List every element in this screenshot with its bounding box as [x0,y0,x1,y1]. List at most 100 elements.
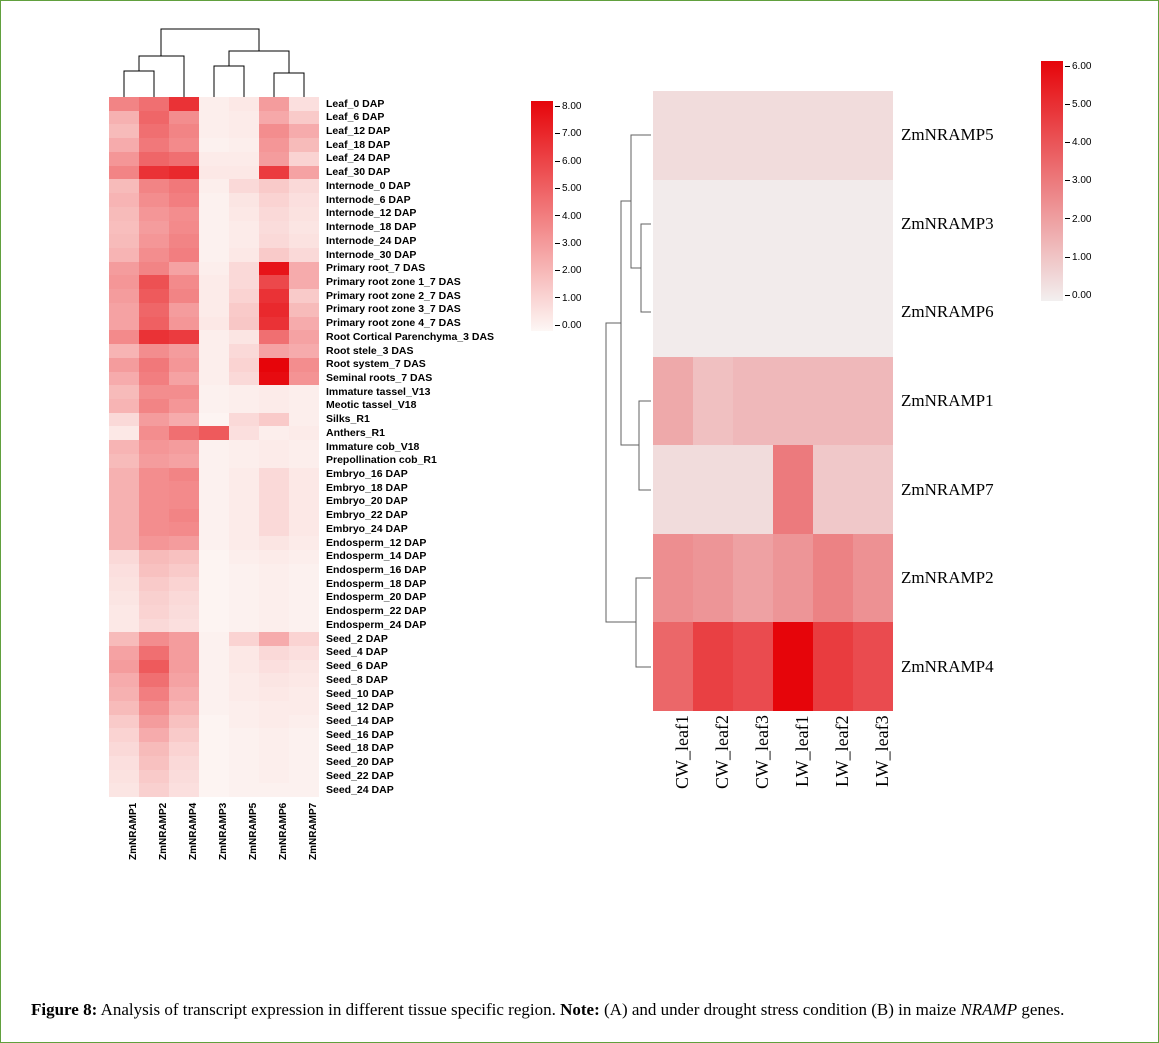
heatmap-cell [199,124,229,138]
heatmap-cell [289,619,319,633]
caption-text-2: (A) and under drought stress condition (… [600,1000,961,1019]
heatmap-cell [289,605,319,619]
heatmap-cell [139,770,169,784]
heatmap-cell [773,268,813,357]
heatmap-cell [199,756,229,770]
heatmap-cell [289,138,319,152]
panel-a: Leaf_0 DAPLeaf_6 DAPLeaf_12 DAPLeaf_18 D… [31,11,551,881]
row-label: Seed_8 DAP [323,673,553,687]
caption-text-3: genes. [1017,1000,1064,1019]
heatmap-cell [229,742,259,756]
heatmap-cell [169,138,199,152]
heatmap-cell [229,509,259,523]
heatmap-cell [259,564,289,578]
heatmap-cell [229,289,259,303]
heatmap-cell [229,646,259,660]
heatmap-cell [229,536,259,550]
heatmap-cell [289,522,319,536]
heatmap-cell [229,770,259,784]
heatmap-cell [289,454,319,468]
heatmap-cell [259,536,289,550]
heatmap-cell [693,622,733,711]
heatmap-cell [289,221,319,235]
heatmap-cell [229,193,259,207]
heatmap-cell [109,193,139,207]
heatmap-cell [109,330,139,344]
heatmap-cell [289,495,319,509]
heatmap-cell [653,534,693,623]
col-label: CW_leaf3 [733,715,773,825]
heatmap-cell [139,673,169,687]
caption-prefix: Figure 8: [31,1000,97,1019]
row-label: Internode_0 DAP [323,179,553,193]
colorbar-tick: 7.00 [555,128,595,139]
row-label: Seed_20 DAP [323,756,553,770]
heatmap-cell [199,248,229,262]
heatmap-cell [773,91,813,180]
heatmap-cell [169,550,199,564]
heatmap-cell [139,605,169,619]
heatmap-cell [229,591,259,605]
row-label: Anthers_R1 [323,426,553,440]
heatmap-cell [259,522,289,536]
heatmap-cell [199,344,229,358]
heatmap-cell [199,111,229,125]
heatmap-cell [139,440,169,454]
panel-b: ZmNRAMP5ZmNRAMP3ZmNRAMP6ZmNRAMP1ZmNRAMP7… [591,61,1141,841]
heatmap-cell [199,207,229,221]
heatmap-cell [259,454,289,468]
heatmap-cell [853,622,893,711]
heatmap-cell [259,179,289,193]
heatmap-cell [109,509,139,523]
heatmap-cell [139,756,169,770]
heatmap-cell [229,454,259,468]
heatmap-cell [259,289,289,303]
heatmap-cell [773,534,813,623]
heatmap-cell [229,97,259,111]
heatmap-cell [169,605,199,619]
heatmap-cell [289,673,319,687]
heatmap-cell [169,701,199,715]
heatmap-cell [733,357,773,446]
heatmap-cell [109,262,139,276]
heatmap-cell [259,399,289,413]
heatmap-cell [289,509,319,523]
heatmap-cell [169,275,199,289]
heatmap-cell [169,632,199,646]
heatmap-cell [109,783,139,797]
row-label: Embryo_22 DAP [323,509,553,523]
row-label: Internode_6 DAP [323,193,553,207]
heatmap-cell [289,481,319,495]
heatmap-cell [109,632,139,646]
heatmap-cell [289,317,319,331]
heatmap-cell [259,372,289,386]
heatmap-cell [289,715,319,729]
heatmap-cell [169,399,199,413]
heatmap-cell [169,646,199,660]
heatmap-cell [289,742,319,756]
heatmap-cell [259,481,289,495]
row-label: Primary root_7 DAS [323,262,553,276]
heatmap-cell [109,124,139,138]
heatmap-cell [109,399,139,413]
heatmap-cell [289,344,319,358]
heatmap-cell [139,207,169,221]
heatmap-cell [199,481,229,495]
heatmap-cell [259,317,289,331]
row-label: Embryo_16 DAP [323,467,553,481]
colorbar-tick: 4.00 [1065,137,1105,148]
row-label: ZmNRAMP7 [897,445,1037,534]
col-label: ZmNRAMP7 [289,803,319,883]
col-label: ZmNRAMP1 [109,803,139,883]
heatmap-cell [109,179,139,193]
heatmap-cell [139,509,169,523]
heatmap-cell [259,234,289,248]
heatmap-cell [199,234,229,248]
heatmap-cell [229,715,259,729]
heatmap-cell [109,591,139,605]
heatmap-cell [169,468,199,482]
heatmap-cell [259,673,289,687]
heatmap-cell [229,166,259,180]
heatmap-cell [259,619,289,633]
heatmap-cell [139,221,169,235]
